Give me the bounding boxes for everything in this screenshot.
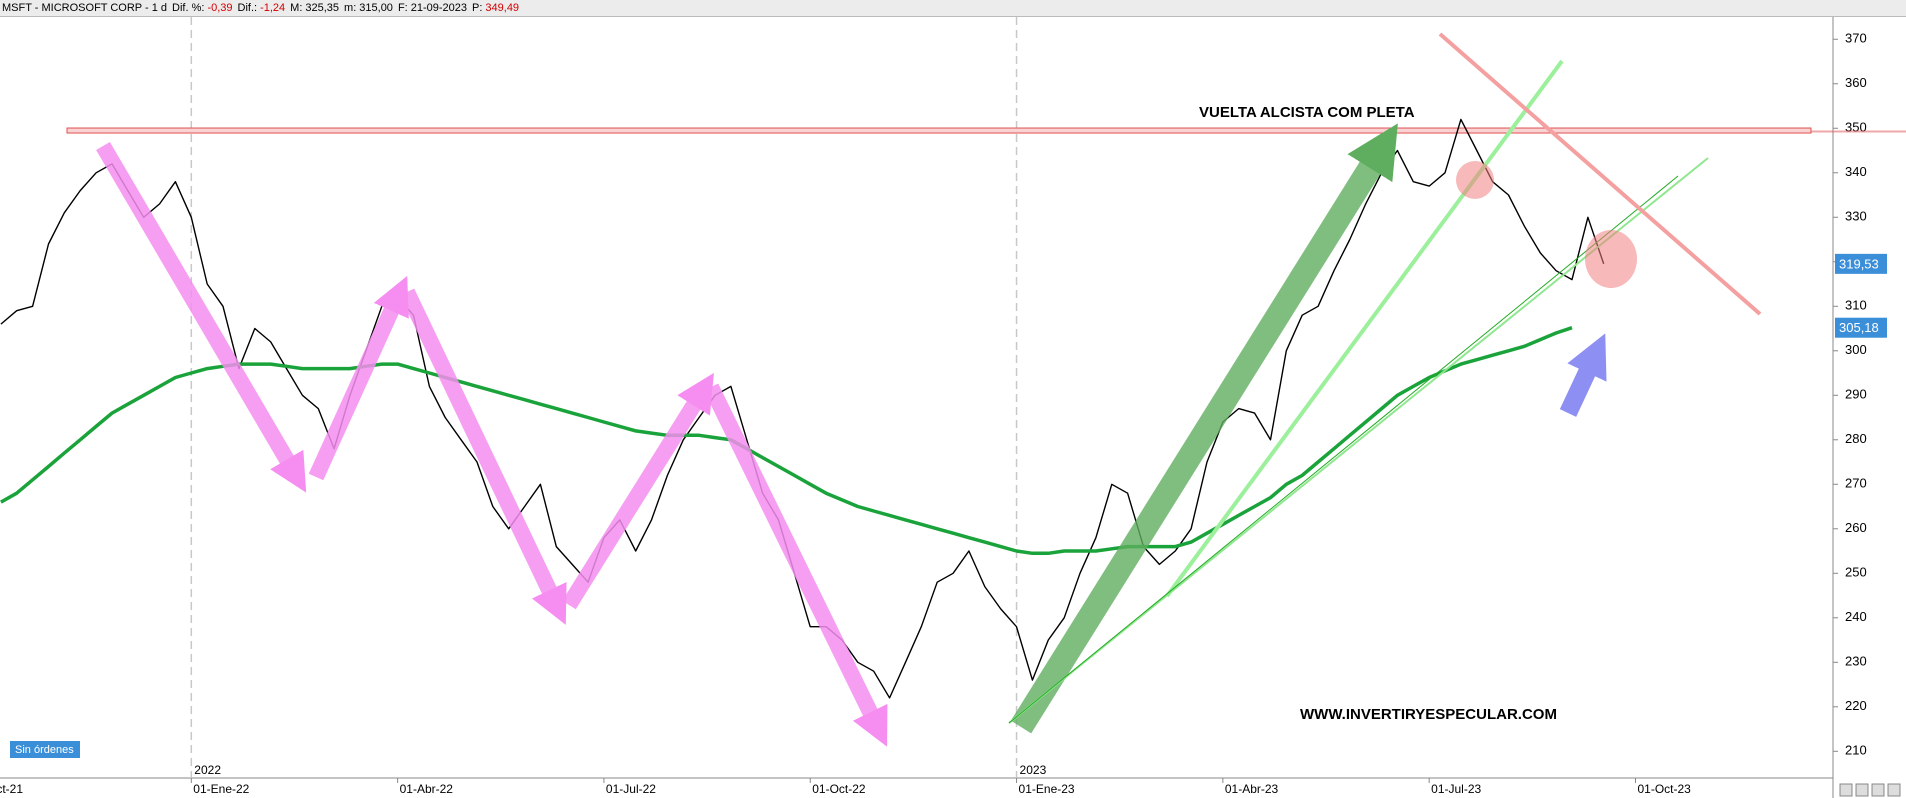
field-name: P: [472,2,483,14]
series-line [0,118,1605,699]
up-arrow [308,275,409,481]
y-tick-label: 240 [1845,609,1867,624]
year-label: 2022 [194,763,221,777]
price-tag [1835,253,1887,274]
status-badge [10,741,80,758]
up-arrow [1559,333,1607,417]
down-arrow [96,141,307,493]
y-tick-label: 270 [1845,476,1867,491]
field-name: F: [397,2,408,14]
y-tick-label: 250 [1845,565,1867,580]
down-arrow [703,383,888,747]
field-value: -1,24 [260,2,286,14]
y-tick-label: 360 [1845,75,1867,90]
y-tick-label: 210 [1845,743,1867,758]
trend-line [1165,59,1564,598]
x-tick-label: 01-Jul-22 [606,782,656,796]
circle [1585,230,1637,288]
circle [1456,161,1494,199]
up-arrow [562,372,714,610]
toolbar-button[interactable] [1855,783,1869,797]
price-tag-label: 319,53 [1839,256,1879,271]
trend-line [1008,175,1679,724]
field-value: 325,35 [305,2,340,14]
field-value: 21-09-2023 [410,2,467,14]
drawings [96,32,1762,747]
y-tick-label: 260 [1845,520,1867,535]
annotation: VUELTA ALCISTA COM PLETA [1199,104,1415,121]
year-label: 2023 [1020,763,1047,777]
price-tag [1835,317,1887,338]
y-tick-label: 300 [1845,342,1867,357]
x-tick-label: 01-Jul-23 [1431,782,1481,796]
toolbar-button[interactable] [1887,783,1901,797]
field-value: 349,49 [485,2,520,14]
x-tick-label: 01-Ene-22 [193,782,249,796]
toolbar-button[interactable] [1839,783,1853,797]
down-arrow [399,288,567,625]
field-name: Dif. %: [172,2,205,14]
field-value: -0,39 [207,2,233,14]
y-tick-label: 280 [1845,431,1867,446]
y-tick-label: 330 [1845,209,1867,224]
field-value: 315,00 [359,2,393,14]
x-tick-label: 01-Oct-23 [1637,782,1691,796]
symbol: MSFT - MICROSOFT CORP - 1 d [2,2,168,14]
y-tick-label: 220 [1845,698,1867,713]
watermark: WWW.INVERTIRYESPECULAR.COM [1300,706,1557,723]
y-tick-label: 290 [1845,387,1867,402]
x-tick-label: Oct-21 [0,782,23,796]
y-tick-label: 310 [1845,298,1867,313]
field-name: m: [344,2,357,14]
price-tag-label: 305,18 [1839,320,1879,335]
y-tick-label: 370 [1845,31,1867,46]
field-name: M: [290,2,303,14]
x-tick-label: 01-Abr-22 [400,782,454,796]
x-tick-label: 01-Abr-23 [1225,782,1279,796]
toolbar-button[interactable] [1871,783,1885,797]
x-tick-label: 01-Oct-22 [812,782,866,796]
field-name: Dif.: [237,2,258,14]
header: MSFT - MICROSOFT CORP - 1 d Dif. %: -0,39 D… [0,0,1906,17]
y-tick-label: 230 [1845,654,1867,669]
up-arrow [1010,123,1398,734]
status-text: Sin órdenes [15,744,74,756]
series-line [0,326,1573,556]
y-tick-label: 340 [1845,164,1867,179]
x-tick-label: 01-Ene-23 [1019,782,1075,796]
trend-line [1438,32,1762,316]
